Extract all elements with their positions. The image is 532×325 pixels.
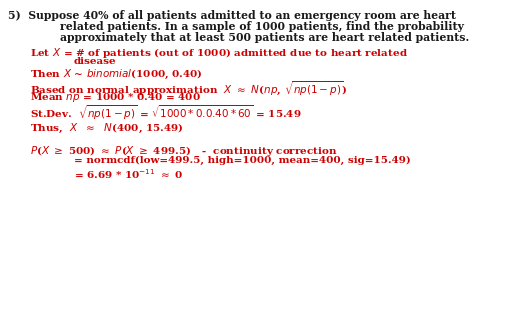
Text: Mean $\mathit{np}$ = 1000 * 0.40 = 400: Mean $\mathit{np}$ = 1000 * 0.40 = 400 [30,91,201,104]
Text: 5)  Suppose 40% of all patients admitted to an emergency room are heart: 5) Suppose 40% of all patients admitted … [8,10,456,21]
Text: Based on normal approximation  $\mathit{X}$ $\approx$ $\mathit{N}$($\mathit{np}$: Based on normal approximation $\mathit{X… [30,79,347,97]
Text: disease: disease [74,57,117,66]
Text: St.Dev.  $\sqrt{\mathit{np}(1-p)}$ = $\sqrt{1000 * 0.0.40 * 60}$ = 15.49: St.Dev. $\sqrt{\mathit{np}(1-p)}$ = $\sq… [30,103,302,122]
Text: = normcdf(low=499.5, high=1000, mean=400, sig=15.49): = normcdf(low=499.5, high=1000, mean=400… [74,156,411,165]
Text: approximately that at least 500 patients are heart related patients.: approximately that at least 500 patients… [60,32,469,43]
Text: Thus,  $\mathit{X}$  $\approx$  $\mathit{N}$(400, 15.49): Thus, $\mathit{X}$ $\approx$ $\mathit{N}… [30,122,184,135]
Text: related patients. In a sample of 1000 patients, find the probability: related patients. In a sample of 1000 pa… [60,21,464,32]
Text: Let $\mathit{X}$ = # of patients (out of 1000) admitted due to heart related: Let $\mathit{X}$ = # of patients (out of… [30,46,408,60]
Text: Then $\mathit{X}$ ~ $\mathit{binomial}$(1000, 0.40): Then $\mathit{X}$ ~ $\mathit{binomial}$(… [30,68,203,81]
Text: $\mathit{P}$($\mathit{X}$ $\geq$ 500) $\approx$ $\mathit{P}$($\mathit{X}$ $\geq$: $\mathit{P}$($\mathit{X}$ $\geq$ 500) $\… [30,144,338,158]
Text: = 6.69 * 10$^{-11}$ $\approx$ 0: = 6.69 * 10$^{-11}$ $\approx$ 0 [74,167,183,181]
